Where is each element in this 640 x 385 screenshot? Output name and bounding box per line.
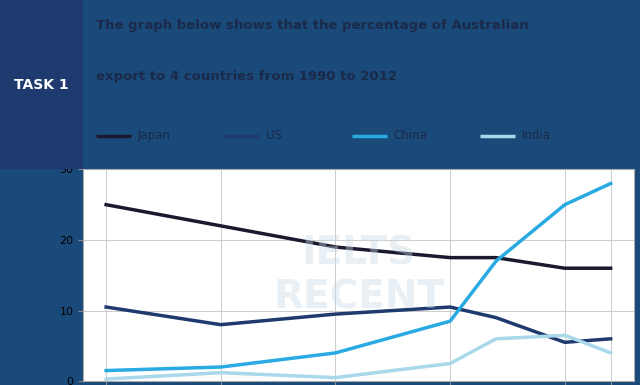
Text: The graph below shows that the percentage of Australian: The graph below shows that the percentag… bbox=[96, 19, 529, 32]
Text: India: India bbox=[522, 129, 550, 142]
Text: Japan: Japan bbox=[138, 129, 170, 142]
Text: TASK 1: TASK 1 bbox=[14, 78, 69, 92]
Text: IELTS
RECENT: IELTS RECENT bbox=[273, 234, 444, 316]
FancyBboxPatch shape bbox=[0, 0, 83, 169]
Text: China: China bbox=[394, 129, 428, 142]
Text: export to 4 countries from 1990 to 2012: export to 4 countries from 1990 to 2012 bbox=[96, 70, 397, 83]
Text: US: US bbox=[266, 129, 282, 142]
